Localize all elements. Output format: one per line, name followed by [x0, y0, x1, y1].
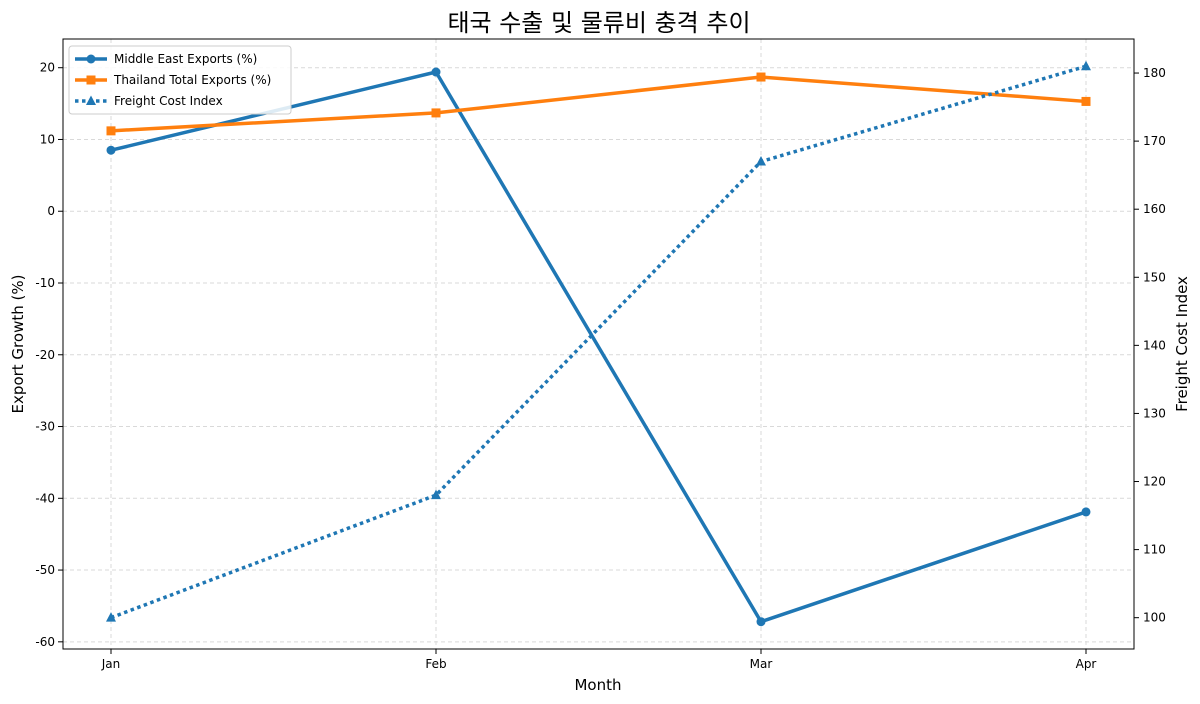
legend-box: [68, 45, 292, 115]
series-2-point: [1081, 96, 1091, 106]
series-1-point: [756, 617, 766, 627]
y-tick-label: 10: [40, 132, 55, 146]
x-tick-label: Mar: [750, 657, 773, 671]
axes: -60 -50 -40 -30 -20 -10 0 10 20 100 110 120 130 140 15…: [35, 61, 1166, 671]
y2-axis-title: Freight Cost Index: [1173, 276, 1191, 412]
y-tick-label: -30: [35, 420, 55, 434]
series-2-point: [431, 108, 441, 118]
y2-tick-label: 100: [1143, 611, 1166, 625]
y-tick-label: -10: [35, 276, 55, 290]
series-3-point: [106, 612, 116, 622]
legend-label: Freight Cost Index: [114, 94, 223, 108]
y2-tick-label: 180: [1143, 66, 1166, 80]
x-axis-title: Month: [574, 676, 621, 694]
y2-tick-label: 140: [1143, 338, 1166, 352]
series-3-point: [1081, 60, 1091, 71]
y2-tick-label: 170: [1143, 134, 1166, 148]
y2-tick-label: 130: [1143, 406, 1166, 420]
plot-frame: [62, 38, 1135, 650]
series-1-point: [431, 67, 441, 77]
y-tick-label: -40: [35, 491, 55, 505]
series-2-point: [106, 126, 116, 136]
legend-label: Thailand Total Exports (%): [113, 73, 271, 87]
x-tick-label: Feb: [425, 657, 446, 671]
y-tick-label: -20: [35, 348, 55, 362]
series-line-3: [110, 64, 1087, 620]
y-tick-label: -50: [35, 563, 55, 577]
y-tick-label: -60: [35, 635, 55, 649]
series-1-point: [106, 145, 116, 155]
series-line-2: [110, 75, 1087, 133]
series-3-point: [756, 156, 766, 166]
series-1-point: [1081, 507, 1091, 517]
series-2-point: [756, 72, 766, 82]
x-tick-label: Jan: [101, 657, 121, 671]
chart-title: 태국 수출 및 물류비 충격 추이: [447, 9, 750, 37]
legend-marker: [86, 95, 96, 105]
legend-marker: [86, 75, 96, 85]
y2-tick-label: 120: [1143, 475, 1166, 489]
y-tick-label: 0: [47, 204, 55, 218]
legend-label: Middle East Exports (%): [114, 52, 257, 66]
y-tick-label: 20: [40, 61, 55, 75]
x-tick-label: Apr: [1076, 657, 1097, 671]
y-axis-title: Export Growth (%): [9, 275, 27, 414]
y2-tick-label: 150: [1143, 270, 1166, 284]
y2-tick-label: 110: [1143, 543, 1166, 557]
legend-marker: [86, 54, 96, 64]
y2-tick-label: 160: [1143, 202, 1166, 216]
series-3-point: [431, 489, 441, 500]
legend: Middle East Exports (%) Thailand Total Ex…: [68, 45, 292, 115]
